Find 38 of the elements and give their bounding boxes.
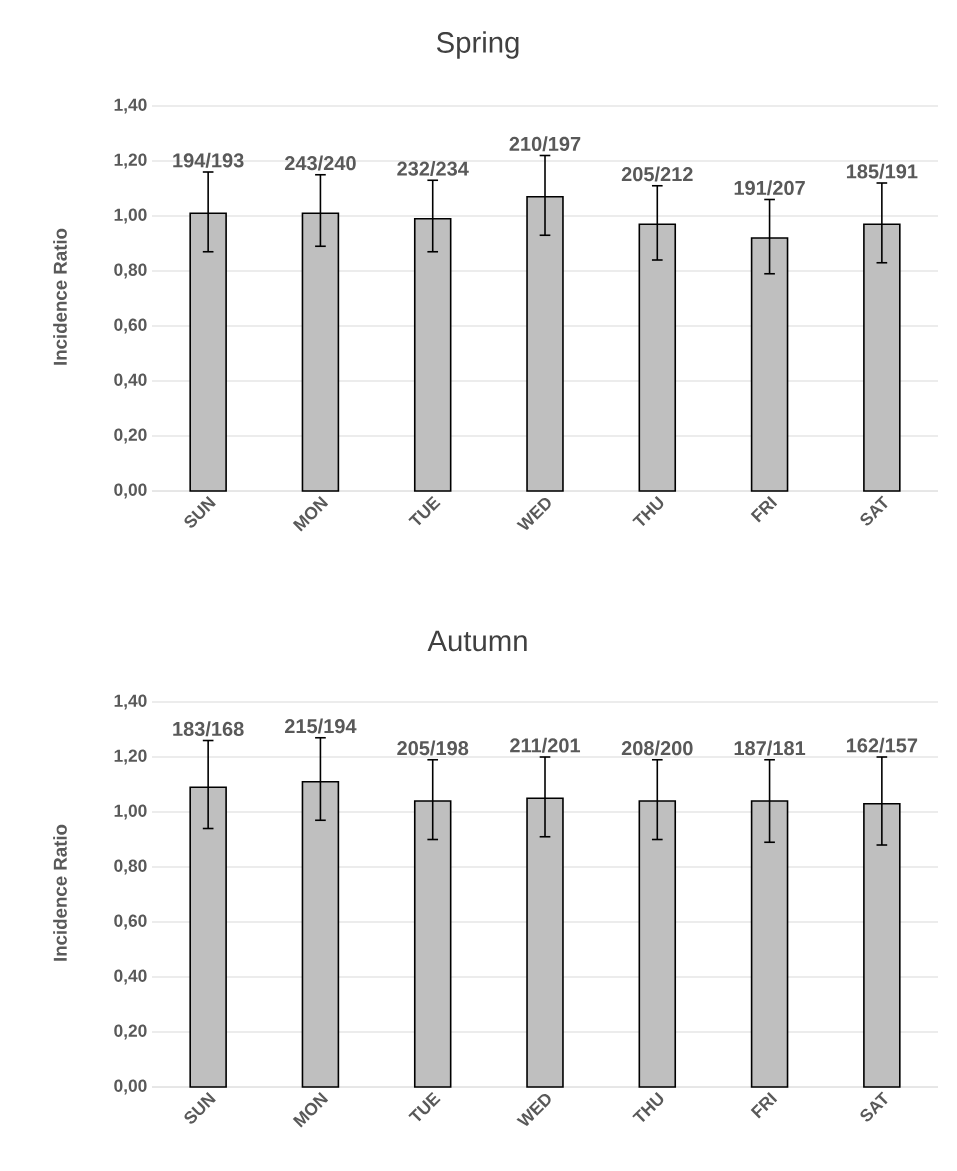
- data-label: 215/194: [284, 718, 357, 734]
- x-tick-label: FRI: [750, 1091, 778, 1119]
- y-tick-label: 1,40: [114, 98, 147, 114]
- data-label: 205/212: [621, 166, 693, 182]
- data-label: 243/240: [284, 155, 356, 171]
- data-label: 162/157: [846, 737, 918, 753]
- y-tick-label: 1,20: [114, 153, 147, 169]
- y-tick-label: 0,80: [114, 859, 147, 875]
- y-tick-label: 0,20: [114, 428, 147, 444]
- y-tick-label: 1,00: [114, 804, 147, 820]
- data-label: 211/201: [510, 737, 581, 753]
- chart-title: Spring: [436, 31, 519, 59]
- y-tick-label: 0,80: [114, 263, 147, 279]
- y-tick-label: 1,40: [114, 694, 147, 710]
- y-tick-label: 0,40: [114, 969, 147, 985]
- y-axis-title: Incidence Ratio: [53, 228, 67, 365]
- data-label: 232/234: [397, 161, 469, 176]
- x-tick-label: FRI: [750, 495, 778, 523]
- y-tick-label: 1,00: [114, 208, 147, 224]
- data-label: 205/198: [397, 740, 469, 756]
- data-label: 210/197: [509, 136, 581, 152]
- x-tick-label: TUE: [408, 1091, 441, 1122]
- x-tick-label: TUE: [408, 495, 441, 526]
- chart-title: Autumn: [427, 630, 527, 652]
- data-label: 187/181: [734, 740, 806, 756]
- data-label: 191/207: [734, 180, 805, 196]
- data-label: 185/191: [846, 163, 918, 179]
- y-tick-label: 0,60: [114, 914, 147, 930]
- y-axis-title: Incidence Ratio: [53, 824, 67, 961]
- y-tick-label: 0,00: [114, 1079, 147, 1095]
- y-tick-label: 0,00: [114, 483, 147, 499]
- data-label: 194/193: [173, 152, 244, 168]
- data-label: 183/168: [173, 721, 244, 737]
- y-tick-label: 1,20: [114, 749, 147, 765]
- y-tick-label: 0,60: [114, 318, 147, 334]
- y-tick-label: 0,40: [114, 373, 147, 389]
- y-tick-label: 0,20: [114, 1024, 147, 1040]
- data-label: 208/200: [621, 740, 693, 756]
